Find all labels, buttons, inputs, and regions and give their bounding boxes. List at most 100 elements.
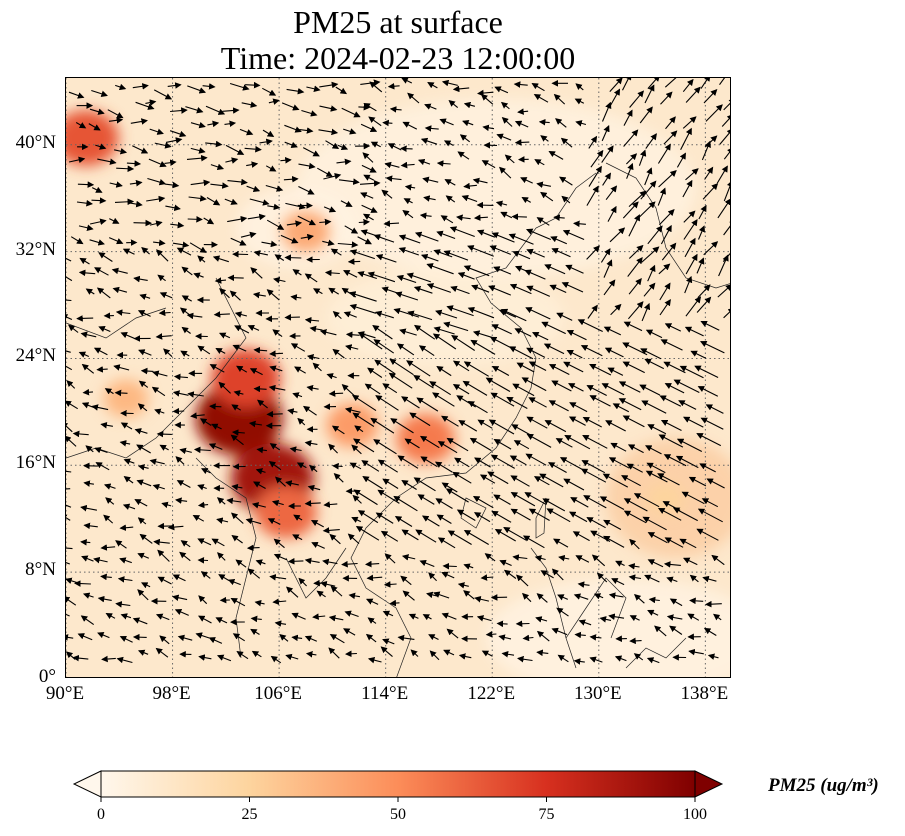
wind-arrow: [224, 198, 238, 205]
wind-arrow: [360, 192, 374, 199]
y-tick-label: 8°N: [25, 559, 56, 581]
wind-arrow: [231, 534, 243, 544]
wind-arrow: [399, 328, 417, 336]
wind-arrow: [137, 517, 147, 525]
wind-arrow: [479, 474, 496, 484]
wind-arrow: [375, 395, 399, 411]
wind-arrow: [116, 165, 135, 173]
wind-arrow: [694, 365, 719, 378]
wind-arrow: [189, 242, 207, 253]
wind-arrow: [473, 214, 488, 222]
wind-arrow: [387, 143, 402, 151]
wind-arrow: [705, 404, 724, 414]
wind-arrow: [352, 494, 362, 504]
wind-arrow: [341, 107, 361, 118]
wind-arrow: [520, 177, 533, 184]
wind-arrow: [644, 574, 660, 583]
wind-arrow: [603, 279, 616, 296]
wind-arrow: [322, 558, 338, 566]
wind-arrow: [190, 147, 206, 154]
wind-arrow: [457, 582, 469, 589]
wind-arrow: [441, 612, 457, 620]
wind-arrow: [247, 568, 261, 579]
wind-arrow: [82, 388, 94, 396]
wind-arrow: [401, 529, 419, 541]
wind-arrow: [294, 366, 306, 374]
wind-arrow: [66, 504, 72, 508]
wind-arrow: [683, 557, 698, 566]
wind-arrow: [202, 83, 216, 90]
wind-arrow: [521, 196, 531, 204]
wind-arrow: [322, 239, 335, 246]
wind-arrow: [232, 633, 245, 642]
wind-arrow: [389, 599, 400, 607]
wind-arrow: [66, 276, 73, 282]
wind-arrow: [216, 517, 229, 524]
wind-arrow: [268, 384, 286, 392]
wind-arrow: [654, 625, 667, 637]
wind-arrow: [605, 420, 626, 432]
wind-arrow: [512, 250, 531, 260]
wind-arrow: [317, 167, 333, 177]
wind-arrow: [88, 123, 101, 131]
wind-arrow: [337, 241, 359, 248]
wind-arrow: [373, 339, 395, 354]
wind-arrow: [66, 547, 73, 550]
wind-arrow: [266, 219, 285, 230]
wind-arrow: [343, 128, 357, 135]
wind-arrow: [83, 522, 98, 530]
wind-arrow: [304, 273, 318, 283]
wind-arrow: [272, 329, 283, 338]
wind-arrow: [382, 638, 395, 645]
wind-arrow: [443, 140, 454, 147]
wind-arrow: [680, 127, 692, 150]
wind-arrow: [100, 544, 116, 551]
wind-arrow: [647, 264, 656, 282]
wind-arrow: [76, 199, 93, 207]
wind-arrow: [622, 361, 645, 374]
wind-arrow: [436, 230, 456, 240]
wind-arrow: [500, 211, 513, 219]
wind-arrow: [533, 94, 549, 103]
wind-arrow: [534, 555, 546, 562]
wind-arrow: [467, 306, 495, 319]
wind-arrow: [119, 440, 131, 447]
wind-arrow: [201, 468, 211, 475]
wind-arrow: [549, 284, 567, 294]
wind-arrow: [361, 460, 380, 472]
wind-arrow: [306, 85, 321, 92]
wind-arrow: [155, 333, 172, 340]
wind-arrow: [274, 620, 287, 627]
map-canvas: [66, 78, 730, 677]
wind-arrow: [137, 403, 148, 412]
wind-arrow: [158, 309, 171, 317]
chart-title-line1: PM25 at surface: [293, 4, 503, 40]
wind-arrow: [247, 213, 266, 221]
wind-arrow: [458, 653, 472, 660]
wind-arrow: [658, 507, 682, 521]
wind-arrow: [358, 332, 383, 350]
wind-arrow: [259, 138, 273, 146]
wind-arrow: [628, 244, 644, 259]
wind-arrow: [719, 78, 726, 86]
wind-arrow: [503, 569, 517, 579]
wind-arrow: [563, 361, 584, 373]
wind-arrow: [604, 347, 624, 358]
wind-arrow: [723, 307, 730, 319]
wind-arrow: [95, 143, 107, 150]
wind-arrow: [589, 656, 603, 663]
wind-arrow: [257, 399, 268, 409]
wind-arrow: [269, 574, 287, 581]
wind-arrow: [622, 201, 639, 219]
wind-arrow: [229, 290, 241, 301]
wind-arrow: [296, 462, 307, 469]
wind-arrow: [300, 233, 314, 241]
wind-arrow: [414, 231, 439, 242]
wind-arrow: [299, 127, 314, 134]
wind-arrow: [217, 552, 226, 561]
wind-arrow: [381, 189, 393, 199]
wind-arrow: [359, 180, 381, 187]
wind-arrow: [426, 283, 451, 293]
wind-arrow: [81, 363, 95, 374]
wind-arrow: [269, 365, 283, 372]
